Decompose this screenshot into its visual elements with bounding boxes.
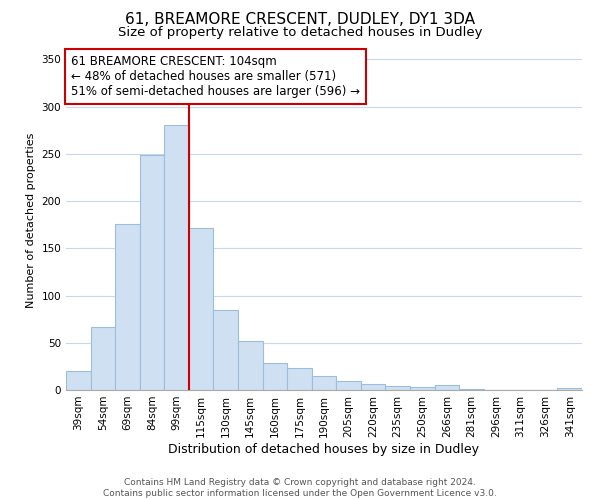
Bar — [189, 228, 214, 390]
Y-axis label: Number of detached properties: Number of detached properties — [26, 132, 36, 308]
Bar — [238, 341, 263, 390]
Bar — [115, 224, 140, 390]
Text: 61 BREAMORE CRESCENT: 104sqm
← 48% of detached houses are smaller (571)
51% of s: 61 BREAMORE CRESCENT: 104sqm ← 48% of de… — [71, 55, 360, 98]
Text: 61, BREAMORE CRESCENT, DUDLEY, DY1 3DA: 61, BREAMORE CRESCENT, DUDLEY, DY1 3DA — [125, 12, 475, 28]
Bar — [66, 371, 91, 390]
Bar — [557, 388, 582, 390]
Bar — [164, 124, 189, 390]
Bar — [263, 362, 287, 390]
Bar — [214, 310, 238, 390]
Bar — [312, 376, 336, 390]
Bar — [91, 326, 115, 390]
Text: Size of property relative to detached houses in Dudley: Size of property relative to detached ho… — [118, 26, 482, 39]
Bar — [410, 387, 434, 390]
Bar — [385, 386, 410, 390]
Bar — [140, 155, 164, 390]
X-axis label: Distribution of detached houses by size in Dudley: Distribution of detached houses by size … — [169, 442, 479, 456]
Bar — [361, 384, 385, 390]
Bar — [434, 386, 459, 390]
Text: Contains HM Land Registry data © Crown copyright and database right 2024.
Contai: Contains HM Land Registry data © Crown c… — [103, 478, 497, 498]
Bar — [459, 389, 484, 390]
Bar — [287, 368, 312, 390]
Bar — [336, 380, 361, 390]
